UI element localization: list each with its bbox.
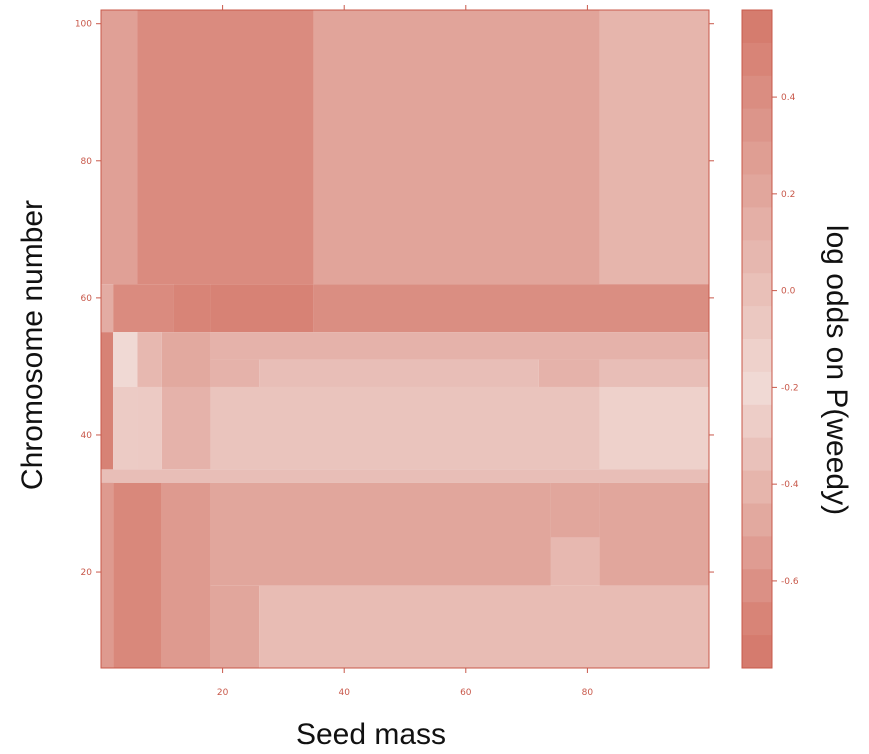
colorbar <box>742 10 772 669</box>
colorbar-band <box>742 339 772 373</box>
heatmap-cell <box>313 284 709 333</box>
colorbar-tick-label: 0.0 <box>781 287 796 297</box>
x-axis-ticks: 20 40 60 80 <box>217 5 594 698</box>
colorbar-ticks: 0.4 0.2 0.0 -0.2 -0.4 -0.6 <box>772 93 799 587</box>
heatmap-cell <box>137 386 162 470</box>
heatmap-cells <box>101 10 709 668</box>
colorbar-band <box>742 437 772 472</box>
colorbar-band <box>742 371 772 406</box>
heatmap-cell <box>550 482 600 538</box>
colorbar-band <box>742 536 772 570</box>
heatmap-cell <box>161 482 211 668</box>
colorbar-band <box>742 635 772 669</box>
heatmap-cell <box>538 359 600 387</box>
colorbar-band <box>742 42 772 77</box>
heatmap-cell <box>210 585 260 668</box>
x-tick-label: 40 <box>338 688 350 698</box>
heatmap-cell <box>101 284 114 333</box>
heatmap-cell <box>599 359 709 387</box>
colorbar-tick-label: -0.4 <box>781 480 799 490</box>
heatmap-cell <box>313 10 600 285</box>
colorbar-band <box>742 503 772 537</box>
colorbar-band <box>742 602 772 636</box>
heatmap-cell <box>101 332 114 483</box>
colorbar-band <box>742 569 772 603</box>
colorbar-band <box>742 404 772 439</box>
x-tick-label: 20 <box>217 688 229 698</box>
heatmap-cell <box>599 482 709 586</box>
heatmap-cell <box>113 386 138 470</box>
heatmap-cell <box>173 284 211 333</box>
heatmap-cell <box>210 482 551 586</box>
y-tick-label: 40 <box>81 431 93 441</box>
colorbar-band <box>742 240 772 274</box>
heatmap-cell <box>259 359 539 387</box>
heatmap-cell <box>137 10 314 285</box>
heatmap-cell <box>259 585 709 668</box>
x-tick-label: 60 <box>460 688 472 698</box>
heatmap-cell <box>210 386 600 470</box>
colorbar-frame <box>741 9 773 669</box>
plot-frame <box>100 9 710 669</box>
heatmap-cell <box>101 482 114 668</box>
colorbar-tick-label: 0.4 <box>781 93 796 103</box>
colorbar-tick-label: 0.2 <box>781 190 795 200</box>
x-axis-label: Seed mass <box>296 718 446 751</box>
heatmap-cell <box>113 284 174 333</box>
heatmap-cell <box>599 386 709 470</box>
y-tick-label: 80 <box>81 157 93 167</box>
heatmap-cell <box>210 332 709 360</box>
colorbar-band <box>742 10 772 44</box>
colorbar-band <box>742 273 772 307</box>
colorbar-band <box>742 306 772 340</box>
colorbar-tick-label: -0.2 <box>781 383 799 393</box>
colorbar-label: log odds on P(weedy) <box>820 225 853 515</box>
heatmap-cell <box>161 332 211 387</box>
y-axis-ticks: 20 40 60 80 100 <box>75 20 714 578</box>
colorbar-band <box>742 174 772 208</box>
heatmap-cell <box>137 332 162 387</box>
heatmap-cell <box>113 332 138 387</box>
colorbar-band <box>742 141 772 175</box>
colorbar-band <box>742 75 772 110</box>
y-tick-label: 60 <box>81 294 93 304</box>
y-tick-label: 20 <box>81 568 93 578</box>
heatmap-cell <box>550 537 600 586</box>
heatmap-cell <box>599 10 709 285</box>
colorbar-band <box>742 108 772 143</box>
heatmap-cell <box>101 10 138 285</box>
x-tick-label: 80 <box>582 688 594 698</box>
colorbar-band <box>742 207 772 241</box>
y-axis-label: Chromosome number <box>16 200 49 490</box>
colorbar-band <box>742 470 772 504</box>
heatmap-cell <box>161 386 211 470</box>
heatmap-cell <box>210 359 260 387</box>
colorbar-tick-label: -0.6 <box>781 577 799 587</box>
heatmap-cell <box>101 469 709 483</box>
heatmap-cell <box>113 482 162 668</box>
y-tick-label: 100 <box>75 20 92 30</box>
heatmap-cell <box>210 284 314 333</box>
